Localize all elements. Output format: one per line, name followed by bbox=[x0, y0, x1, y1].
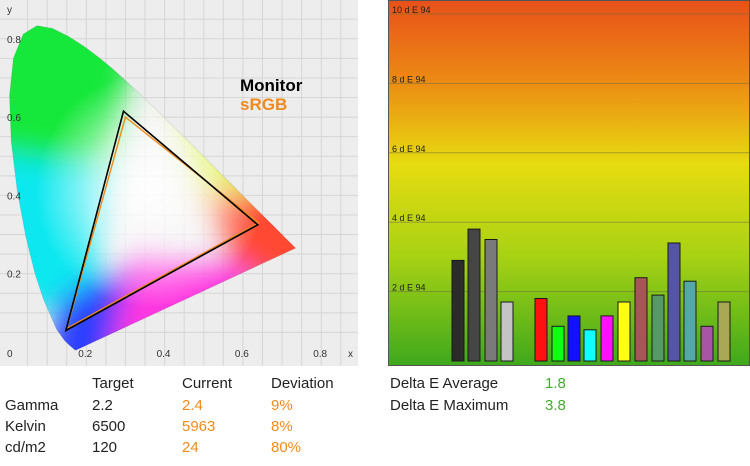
row-label: cd/m2 bbox=[5, 439, 46, 456]
delta-e-bar bbox=[567, 315, 581, 362]
delta-e-bar bbox=[551, 325, 565, 362]
delta-e-bars bbox=[451, 228, 731, 362]
row-deviation: 80% bbox=[271, 439, 302, 456]
delta-e-bar bbox=[600, 315, 614, 362]
delta-e-bar bbox=[717, 301, 731, 362]
cie-chart-svg: 0 0.2 0.4 0.6 0.8 0.2 0.4 0.6 0.8 x y Monitor sRGB bbox=[0, 0, 358, 366]
cie-y-tick-label: 0.8 bbox=[7, 35, 21, 46]
cie-y-tick-label: 0.2 bbox=[7, 270, 21, 281]
delta-e-bar bbox=[700, 325, 714, 362]
legend-srgb: sRGB bbox=[240, 95, 287, 114]
cie-y-tick-label: 0.6 bbox=[7, 113, 21, 124]
delta-e-maximum-value: 3.8 bbox=[545, 397, 566, 414]
row-target: 2.2 bbox=[92, 397, 113, 414]
cie-x-tick-label: 0.2 bbox=[78, 349, 92, 360]
row-label: Gamma bbox=[5, 397, 59, 414]
row-deviation: 8% bbox=[271, 418, 293, 435]
table-header-row: Target Current Deviation bbox=[0, 374, 380, 394]
delta-e-bar bbox=[484, 239, 498, 362]
cie-x-tick-label: 0.4 bbox=[157, 349, 171, 360]
cie-chromaticity-chart: 0 0.2 0.4 0.6 0.8 0.2 0.4 0.6 0.8 x y Monitor sRGB bbox=[0, 0, 358, 366]
header-current: Current bbox=[182, 375, 233, 392]
table-row: Kelvin 6500 5963 8% bbox=[0, 417, 380, 437]
delta-e-bar bbox=[651, 294, 665, 362]
delta-e-bar bbox=[467, 228, 481, 362]
row-label: Kelvin bbox=[5, 418, 46, 435]
row-current: 5963 bbox=[182, 418, 216, 435]
delta-e-average-label: Delta E Average bbox=[390, 375, 499, 392]
delta-e-average-value: 1.8 bbox=[545, 375, 566, 392]
cie-x-tick-label: 0 bbox=[7, 349, 13, 360]
delta-e-tick-label: 8 d E 94 bbox=[392, 74, 426, 84]
row-deviation: 9% bbox=[271, 397, 293, 414]
delta-e-bar-chart: 2 d E 94 4 d E 94 6 d E 94 8 d E 94 10 d E 9… bbox=[388, 0, 750, 366]
delta-e-bar bbox=[451, 259, 465, 362]
table-row: cd/m2 120 24 80% bbox=[0, 438, 380, 458]
delta-e-tick-label: 10 d E 94 bbox=[392, 5, 431, 15]
delta-e-tick-label: 2 d E 94 bbox=[392, 283, 426, 293]
delta-e-bar bbox=[634, 277, 648, 362]
cie-y-axis-label: y bbox=[7, 5, 12, 16]
header-deviation: Deviation bbox=[271, 375, 334, 392]
delta-e-bar bbox=[500, 301, 514, 362]
delta-e-maximum-row: Delta E Maximum 3.8 bbox=[390, 396, 750, 416]
monitor-gamut-triangle bbox=[64, 109, 260, 333]
delta-e-tick-label: 6 d E 94 bbox=[392, 144, 426, 154]
legend-monitor: Monitor bbox=[240, 76, 303, 95]
cie-x-axis-label: x bbox=[348, 349, 353, 360]
delta-e-bar bbox=[683, 280, 697, 362]
delta-e-average-row: Delta E Average 1.8 bbox=[390, 374, 750, 394]
delta-e-chart-svg: 2 d E 94 4 d E 94 6 d E 94 8 d E 94 10 d E 9… bbox=[388, 0, 750, 366]
delta-e-bar bbox=[617, 301, 631, 362]
row-current: 2.4 bbox=[182, 397, 203, 414]
delta-e-maximum-label: Delta E Maximum bbox=[390, 397, 509, 414]
cie-x-tick-label: 0.6 bbox=[235, 349, 249, 360]
delta-e-bar bbox=[534, 298, 548, 362]
row-target: 6500 bbox=[92, 418, 126, 435]
spectral-locus-outline bbox=[8, 25, 297, 351]
row-current: 24 bbox=[182, 439, 199, 456]
header-target: Target bbox=[92, 375, 134, 392]
cie-y-tick-label: 0.4 bbox=[7, 191, 21, 202]
delta-e-tick-label: 4 d E 94 bbox=[392, 213, 426, 223]
delta-e-bar bbox=[667, 242, 681, 362]
cie-axis-ticks: 0 0.2 0.4 0.6 0.8 0.2 0.4 0.6 0.8 x y bbox=[7, 5, 353, 360]
cie-x-tick-label: 0.8 bbox=[313, 349, 327, 360]
row-target: 120 bbox=[92, 439, 118, 456]
table-row: Gamma 2.2 2.4 9% bbox=[0, 396, 380, 416]
delta-e-bar bbox=[583, 329, 597, 362]
